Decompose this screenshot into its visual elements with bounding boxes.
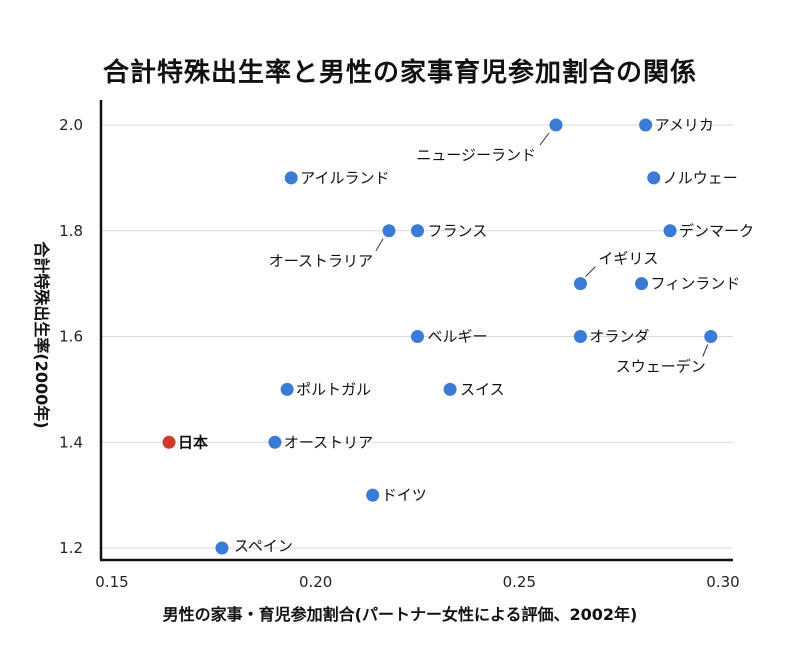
leader-line — [702, 344, 709, 357]
point-label: オーストリア — [284, 433, 373, 451]
data-point — [663, 224, 677, 238]
point-label: ドイツ — [382, 486, 427, 504]
x-tick-label: 0.25 — [503, 573, 536, 591]
data-point — [635, 277, 649, 291]
x-tick-label: 0.20 — [299, 573, 332, 591]
data-point — [366, 488, 380, 502]
point-label: スペイン — [234, 537, 293, 555]
data-point — [573, 277, 587, 291]
point-label: ノルウェー — [663, 169, 738, 187]
data-point — [280, 382, 294, 396]
y-axis-label: 合計特殊出生率(2000年) — [32, 241, 51, 428]
point-label: アメリカ — [655, 116, 714, 134]
y-tick-label: 1.6 — [59, 328, 83, 346]
point-label: デンマーク — [679, 222, 754, 240]
data-point — [704, 330, 718, 343]
point-label: オランダ — [589, 328, 649, 346]
point-label: フィンランド — [651, 275, 741, 293]
y-tick-label: 1.8 — [59, 222, 83, 240]
point-label: スウェーデン — [616, 358, 706, 376]
chart-title: 合計特殊出生率と男性の家事育児参加割合の関係 — [102, 58, 697, 88]
point-label: ベルギー — [428, 328, 488, 346]
x-tick-label: 0.15 — [95, 573, 128, 591]
data-point — [443, 382, 457, 396]
leader-line — [375, 238, 384, 252]
leader-line — [539, 132, 550, 146]
data-point — [382, 224, 396, 238]
y-tick-label: 1.2 — [59, 539, 83, 557]
point-label: 日本 — [178, 433, 208, 451]
leader-line — [585, 266, 596, 277]
data-point-highlight — [162, 435, 176, 449]
data-point — [411, 330, 424, 343]
x-axis-label: 男性の家事・育児参加割合(パートナー女性による評価、2002年) — [163, 605, 638, 624]
data-point — [647, 171, 661, 185]
point-label: アイルランド — [300, 169, 389, 187]
data-point — [268, 435, 282, 449]
point-label: ニュージーランド — [416, 146, 536, 164]
y-tick-label: 1.4 — [59, 433, 83, 451]
y-tick-labels: 1.2 1.4 1.6 1.8 2.0 — [59, 116, 83, 557]
data-point — [215, 541, 229, 555]
data-points — [162, 118, 718, 555]
point-label: スイス — [460, 380, 505, 398]
x-tick-labels: 0.15 0.20 0.25 0.30 — [95, 573, 739, 591]
x-tick-label: 0.30 — [706, 573, 739, 591]
data-point — [573, 330, 587, 343]
point-label: ポルトガル — [296, 380, 371, 398]
point-label: オーストラリア — [269, 252, 373, 270]
y-tick-label: 2.0 — [59, 116, 83, 134]
point-label: イギリス — [598, 250, 658, 268]
data-point — [411, 224, 424, 238]
leader-lines — [375, 132, 709, 357]
data-point — [284, 171, 298, 185]
data-point — [549, 118, 563, 132]
data-point — [639, 118, 653, 132]
point-label: フランス — [428, 222, 488, 240]
